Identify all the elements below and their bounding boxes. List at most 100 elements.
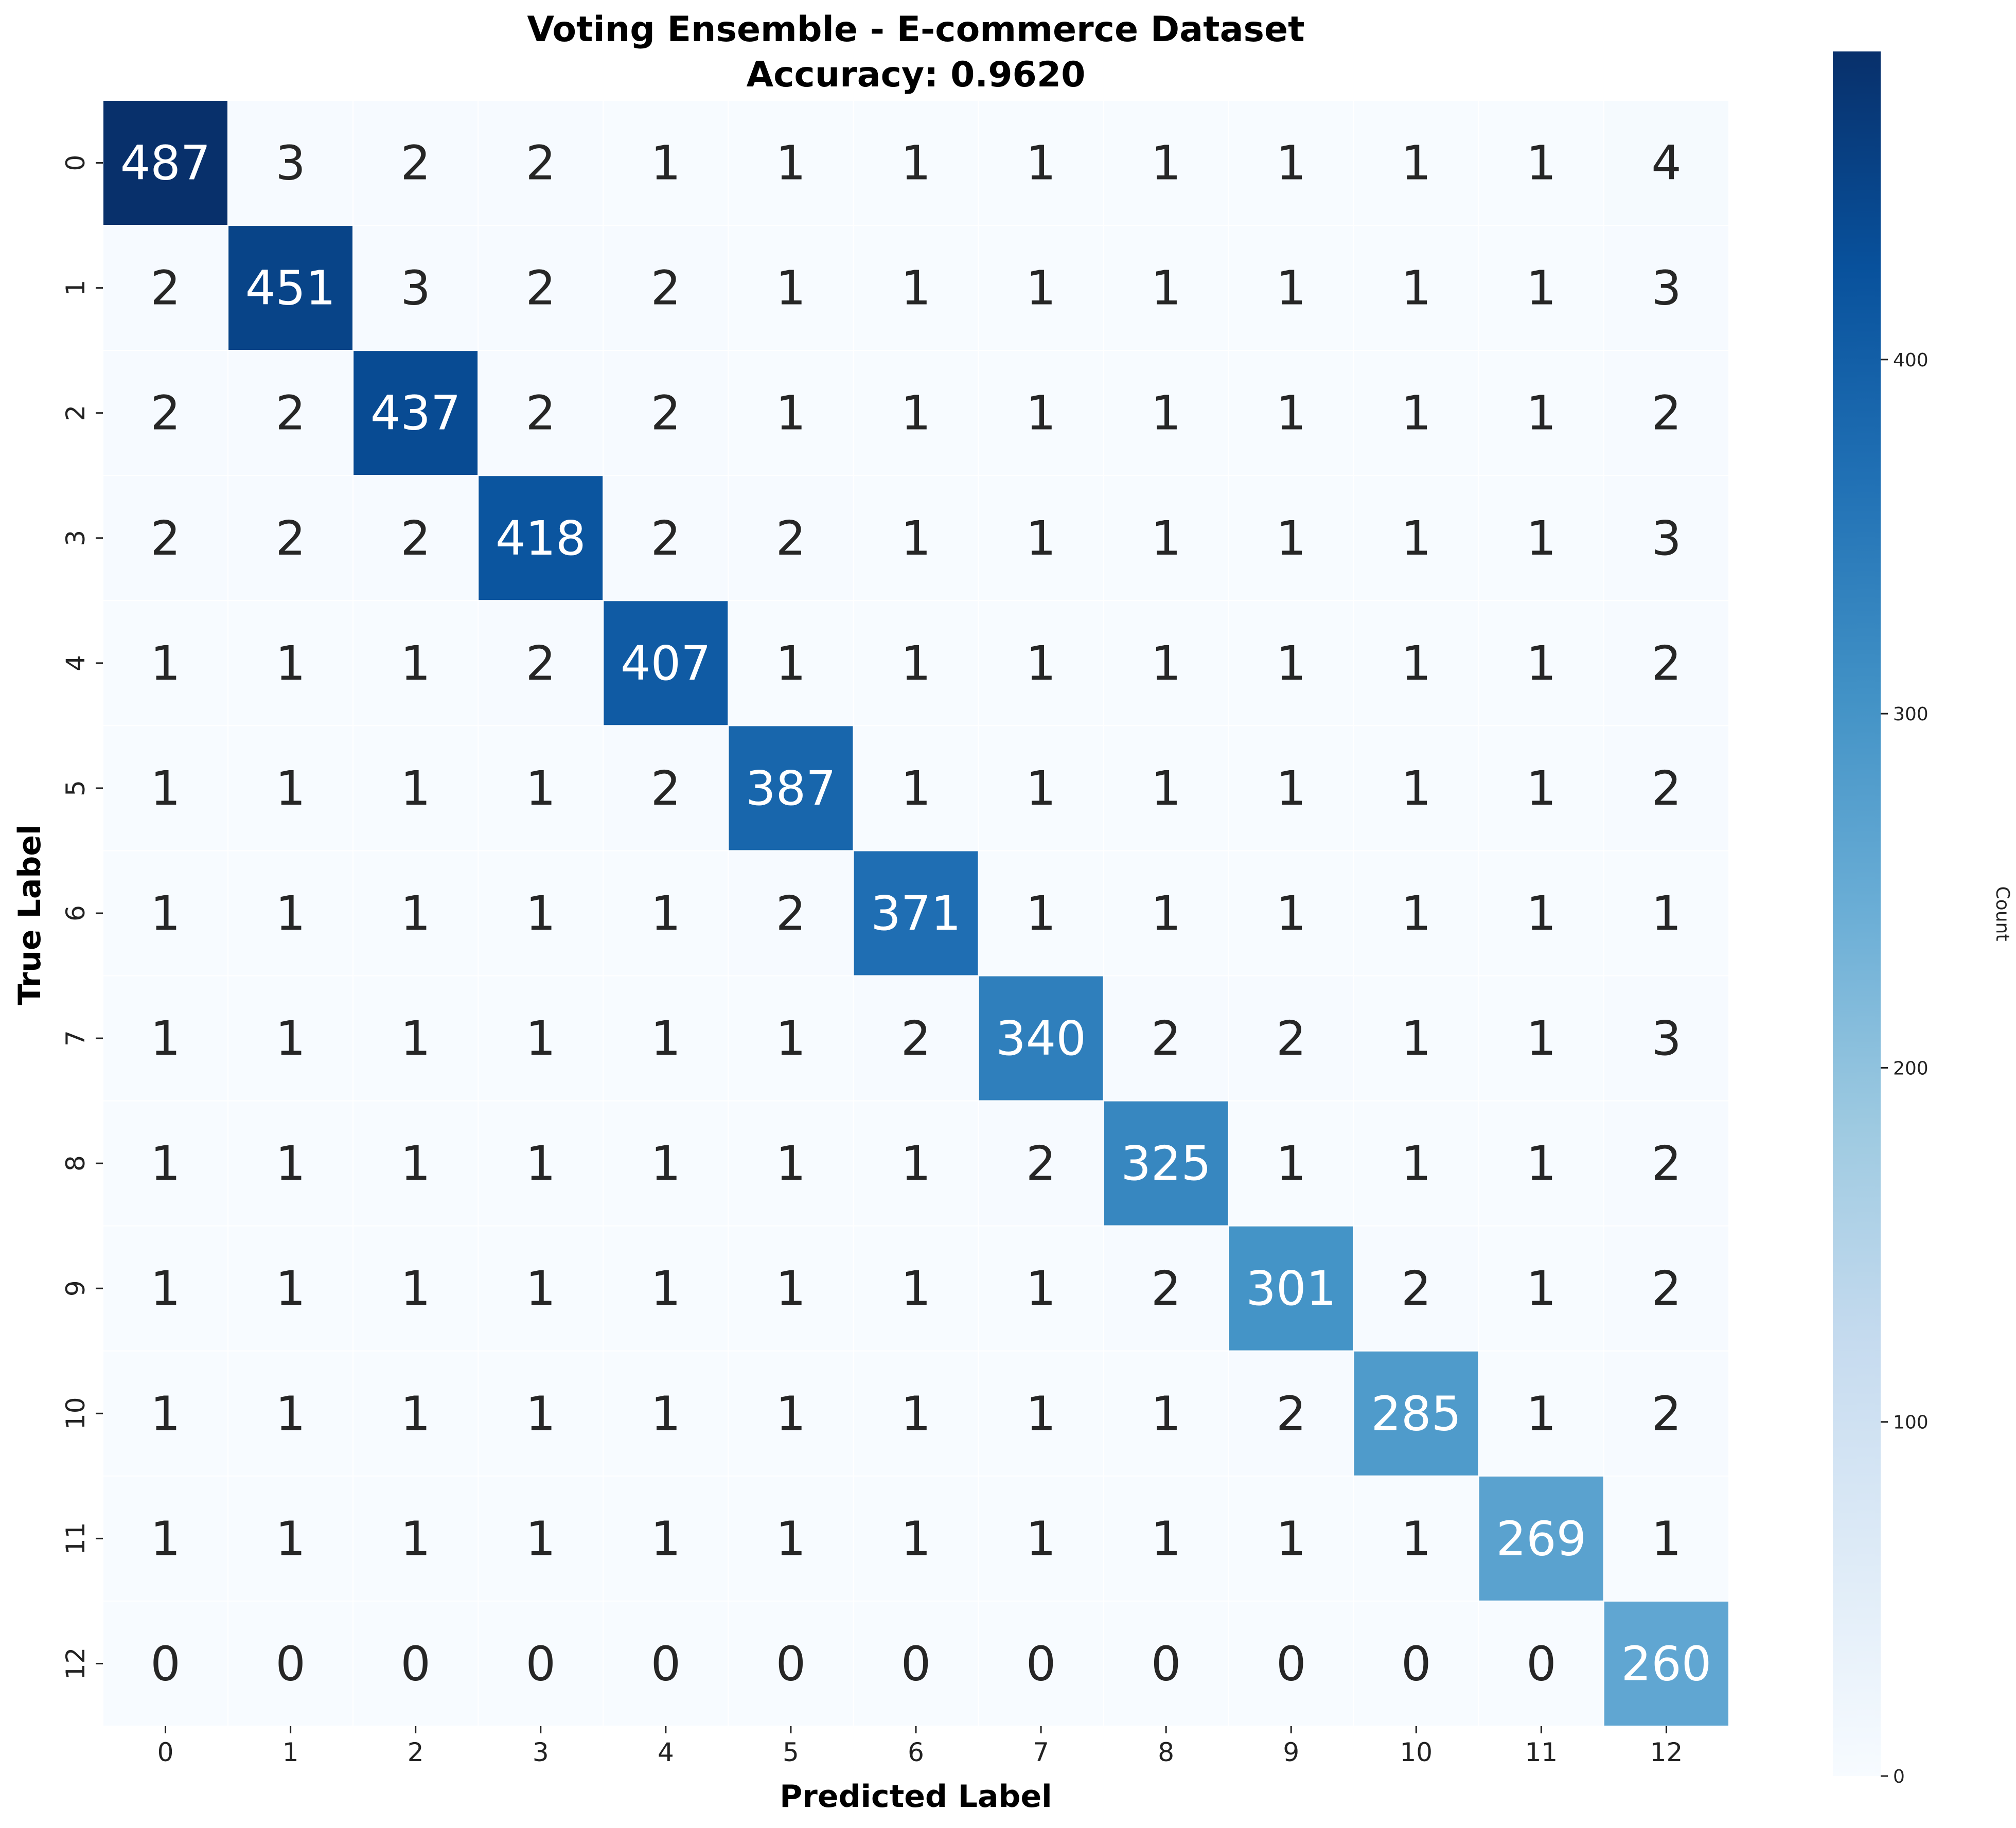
y-tick-label: 2 <box>61 405 91 421</box>
cell-value-label: 1 <box>1026 761 1056 816</box>
cell-value-label: 1 <box>1026 386 1056 441</box>
heatmap-cell <box>1228 225 1354 351</box>
heatmap-cell <box>102 725 229 851</box>
heatmap-cell <box>978 1475 1104 1602</box>
cell-value-label: 301 <box>1246 1261 1336 1316</box>
cell-value-label: 1 <box>275 1511 306 1566</box>
heatmap-cell-labels: 487 3 2 2 1 1 1 1 1 1 1 1 4 2 451 3 2 2 1 1 1 1 1 1 1 3 2 2 437 2 2 1 1 1… <box>120 136 1712 1692</box>
colorbar-tick-label: 0 <box>1893 1766 1905 1787</box>
cell-value-label: 1 <box>400 1136 431 1191</box>
heatmap-cell <box>1103 1350 1229 1477</box>
cell-value-label: 1 <box>150 636 181 691</box>
cell-value-label: 1 <box>275 1011 306 1066</box>
cell-value-label: 1 <box>1151 1386 1181 1441</box>
heatmap-cell <box>1228 1600 1354 1727</box>
heatmap-cell <box>1603 850 1730 977</box>
cell-value-label: 0 <box>776 1636 806 1691</box>
heatmap-cell <box>1103 1100 1229 1227</box>
x-tick-label: 0 <box>157 1737 174 1767</box>
heatmap-cell <box>1228 100 1354 226</box>
cell-value-label: 2 <box>651 386 681 441</box>
heatmap-cell <box>352 1600 479 1727</box>
cell-value-label: 1 <box>776 636 806 691</box>
cell-value-label: 2 <box>1276 1011 1306 1066</box>
heatmap-cell <box>853 850 979 977</box>
colorbar-tick-label: 400 <box>1893 350 1929 371</box>
cell-value-label: 325 <box>1121 1136 1211 1191</box>
colorbar-label: Count <box>1992 886 2013 942</box>
x-tick-label: 2 <box>408 1737 424 1767</box>
heatmap-cell <box>478 1225 604 1352</box>
heatmap-cell <box>478 1475 604 1602</box>
heatmap-cell <box>352 975 479 1102</box>
cell-value-label: 1 <box>776 1386 806 1441</box>
heatmap-cell <box>227 225 354 351</box>
heatmap-cell <box>728 475 854 601</box>
heatmap-cell <box>978 1600 1104 1727</box>
heatmap-cell <box>1353 1100 1479 1227</box>
cell-value-label: 1 <box>400 1511 431 1566</box>
heatmap-cell <box>728 100 854 226</box>
heatmap-cell <box>478 475 604 601</box>
cell-value-label: 1 <box>525 1386 556 1441</box>
y-tick-label: 7 <box>61 1030 91 1046</box>
heatmap-cell <box>1353 975 1479 1102</box>
cell-value-label: 451 <box>245 261 336 316</box>
heatmap-cell <box>1353 350 1479 476</box>
x-axis-ticks: 0 1 2 3 4 5 6 7 8 9 10 11 12 <box>157 1726 1683 1767</box>
cell-value-label: 1 <box>1151 636 1181 691</box>
cell-value-label: 0 <box>1276 1636 1306 1691</box>
cell-value-label: 2 <box>1151 1261 1181 1316</box>
heatmap-cell <box>1103 1475 1229 1602</box>
heatmap-cell <box>352 850 479 977</box>
heatmap-cell <box>352 1100 479 1227</box>
cell-value-label: 1 <box>525 761 556 816</box>
cell-value-label: 1 <box>1401 386 1431 441</box>
heatmap-cell <box>1103 725 1229 851</box>
heatmap-cell <box>1353 1350 1479 1477</box>
cell-value-label: 1 <box>776 1136 806 1191</box>
heatmap-cell <box>1103 225 1229 351</box>
cell-value-label: 1 <box>1276 386 1306 441</box>
heatmap-cell <box>227 1600 354 1727</box>
cell-value-label: 437 <box>370 386 461 441</box>
cell-value-label: 2 <box>1651 386 1682 441</box>
y-tick-label: 6 <box>61 905 91 921</box>
heatmap-cell <box>478 600 604 726</box>
cell-value-label: 1 <box>525 1261 556 1316</box>
cell-value-label: 1 <box>776 386 806 441</box>
heatmap-cell <box>1478 100 1604 226</box>
heatmap-cell <box>728 1475 854 1602</box>
chart-subtitle: Accuracy: 0.9620 <box>747 55 1086 95</box>
cell-value-label: 1 <box>275 636 306 691</box>
heatmap-cell <box>1103 1600 1229 1727</box>
cell-value-label: 1 <box>1401 1011 1431 1066</box>
colorbar-tick-label: 100 <box>1893 1412 1929 1433</box>
heatmap-cell <box>978 725 1104 851</box>
cell-value-label: 1 <box>1276 636 1306 691</box>
heatmap-cell <box>978 1225 1104 1352</box>
x-tick-label: 3 <box>533 1737 549 1767</box>
cell-value-label: 1 <box>651 1136 681 1191</box>
cell-value-label: 1 <box>1401 261 1431 316</box>
heatmap-cell <box>227 100 354 226</box>
cell-value-label: 1 <box>400 1386 431 1441</box>
cell-value-label: 1 <box>901 136 931 191</box>
heatmap-cell <box>603 350 729 476</box>
x-tick-label: 1 <box>282 1737 299 1767</box>
cell-value-label: 1 <box>1151 386 1181 441</box>
heatmap-cell <box>1353 1225 1479 1352</box>
cell-value-label: 1 <box>150 1386 181 1441</box>
heatmap-cell <box>978 475 1104 601</box>
heatmap-cell <box>1603 225 1730 351</box>
cell-value-label: 1 <box>1401 886 1431 941</box>
heatmap-cell <box>1228 1225 1354 1352</box>
cell-value-label: 1 <box>150 1261 181 1316</box>
heatmap-cell <box>1478 600 1604 726</box>
heatmap-cell <box>603 975 729 1102</box>
heatmap-cell <box>728 1100 854 1227</box>
cell-value-label: 3 <box>1651 261 1682 316</box>
cell-value-label: 1 <box>1401 1511 1431 1566</box>
cell-value-label: 1 <box>275 1261 306 1316</box>
